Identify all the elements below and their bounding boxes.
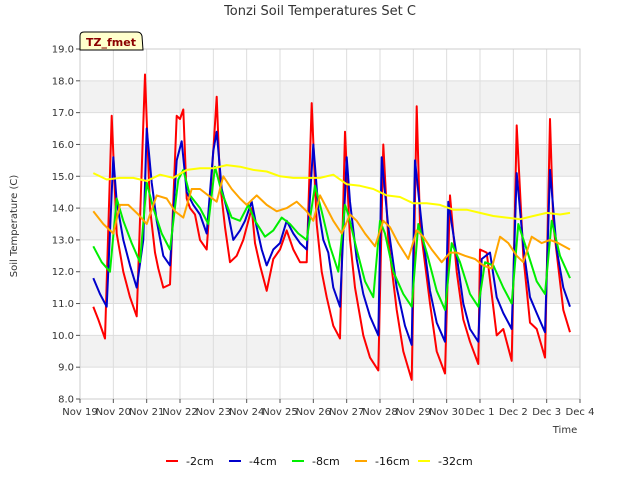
background-band [80,335,580,368]
series-line-4cmcm [92,127,571,346]
series-lines [92,73,571,381]
x-tick-label: Nov 21 [129,407,164,418]
y-tick-label: 19.0 [52,45,74,56]
y-tick-label: 8.0 [58,395,74,406]
site-badge: TZ_fmet [79,31,144,51]
y-tick-label: 14.0 [52,204,74,215]
x-tick-label: Nov 26 [296,407,331,418]
y-tick-label: 18.0 [52,76,74,87]
x-axis-label: Time [552,425,577,436]
legend-label: -2cm [186,455,214,468]
x-tick-label: Nov 19 [62,407,97,418]
site-badge-label: TZ_fmet [86,36,136,49]
x-tick-label: Nov 23 [196,407,231,418]
background-band [80,271,580,304]
legend-label: -4cm [249,455,277,468]
y-tick-label: 13.0 [52,235,74,246]
x-tick-label: Nov 30 [429,407,464,418]
chart-title: Tonzi Soil Temperatures Set C [223,4,416,19]
plot-area-frame [79,48,581,400]
y-tick-label: 17.0 [52,108,74,119]
x-tick-label: Nov 25 [262,407,297,418]
series-line-8cmcm [92,165,571,311]
legend-label: -16cm [375,455,410,468]
background-bands [80,80,580,368]
series-line-32cmcm [92,164,571,221]
x-tick-label: Nov 28 [362,407,397,418]
y-axis-label: Soil Temperature (C) [9,175,20,278]
x-tick-label: Nov 22 [162,407,197,418]
x-tick-label: Dec 2 [499,407,528,418]
y-tick-label: 16.0 [52,140,74,151]
x-tick-label: Nov 24 [229,407,264,418]
y-tick-label: 9.0 [58,363,74,374]
y-tick-label: 11.0 [52,299,74,310]
y-tick-label: 15.0 [52,172,74,183]
y-axis-ticks: 8.0 9.0 10.0 11.0 12.0 13.0 14.0 15.0 16.0 17.0 18… [52,45,80,406]
series-line-16cmcm [92,175,571,270]
x-tick-label: Nov 29 [396,407,431,418]
site-badge-box [79,31,144,51]
background-band [80,144,580,177]
x-tick-label: Dec 4 [566,407,595,418]
y-tick-label: 10.0 [52,331,74,342]
legend-label: -8cm [312,455,340,468]
x-tick-label: Dec 1 [466,407,495,418]
legend-label: -32cm [438,455,473,468]
x-tick-label: Nov 27 [329,407,364,418]
y-tick-label: 12.0 [52,267,74,278]
x-tick-label: Dec 3 [532,407,561,418]
legend: -2cm -4cm -8cm -16cm -32cm [166,455,473,468]
x-tick-label: Nov 20 [96,407,131,418]
background-band [80,80,580,113]
